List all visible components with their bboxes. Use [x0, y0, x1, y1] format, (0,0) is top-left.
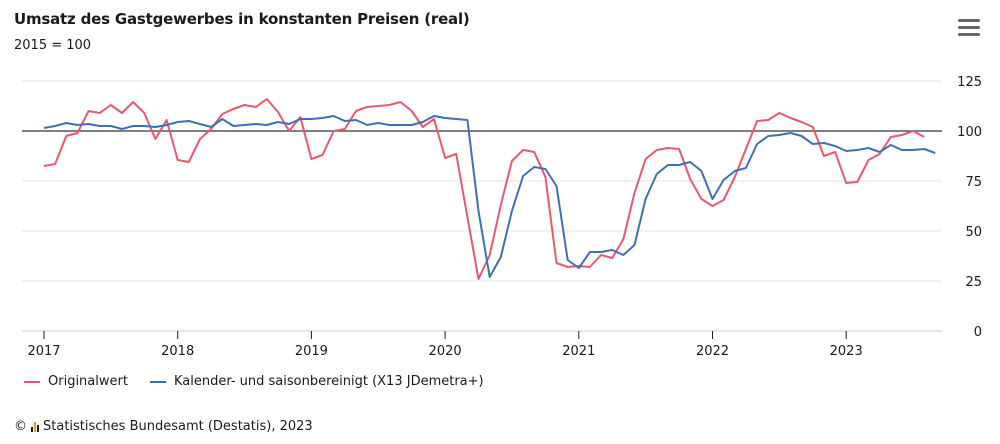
legend-swatch-bereinigt: [149, 380, 166, 383]
legend-label-bereinigt: Kalender- und saisonbereinigt (X13 JDeme…: [173, 374, 484, 389]
destatis-logo-icon: [31, 421, 39, 432]
x-tick-label-2020: 2020: [429, 344, 462, 359]
y-axis-tick-labels: 0 25 50 75 100 125: [957, 75, 982, 340]
hamburger-menu-icon[interactable]: [958, 19, 980, 37]
x-tick-label-2023: 2023: [830, 344, 863, 359]
chart-subtitle: 2015 = 100: [14, 38, 92, 53]
copyright-symbol: ©: [14, 419, 27, 434]
x-tick-label-2019: 2019: [295, 344, 328, 359]
series-line-originalwert: [43, 98, 925, 280]
chart-title: Umsatz des Gastgewerbes in konstanten Pr…: [14, 10, 470, 28]
y-tick-label-0: 0: [974, 325, 982, 340]
y-tick-label-25: 25: [965, 275, 982, 290]
source-credit: © Statistisches Bundesamt (Destatis), 20…: [14, 419, 313, 434]
legend: Originalwert Kalender- und saisonbereini…: [24, 374, 484, 389]
x-axis: 2017 2018 2019 2020 2021 2022 2023: [27, 331, 863, 359]
legend-item-originalwert[interactable]: Originalwert: [24, 374, 128, 389]
legend-label-originalwert: Originalwert: [48, 374, 128, 389]
y-tick-label-125: 125: [957, 75, 982, 90]
series-layer: [43, 98, 936, 280]
grid-lines: [22, 80, 942, 332]
source-credit-text: Statistisches Bundesamt (Destatis), 2023: [43, 419, 313, 434]
legend-item-bereinigt[interactable]: Kalender- und saisonbereinigt (X13 JDeme…: [149, 374, 484, 389]
x-tick-label-2017: 2017: [27, 344, 60, 359]
x-tick-label-2021: 2021: [562, 344, 595, 359]
y-tick-label-75: 75: [965, 175, 982, 190]
x-tick-label-2022: 2022: [696, 344, 729, 359]
legend-swatch-originalwert: [24, 380, 40, 383]
y-tick-label-50: 50: [965, 225, 982, 240]
series-line-bereinigt: [43, 115, 936, 278]
x-tick-label-2018: 2018: [161, 344, 194, 359]
y-tick-label-100: 100: [957, 125, 982, 140]
